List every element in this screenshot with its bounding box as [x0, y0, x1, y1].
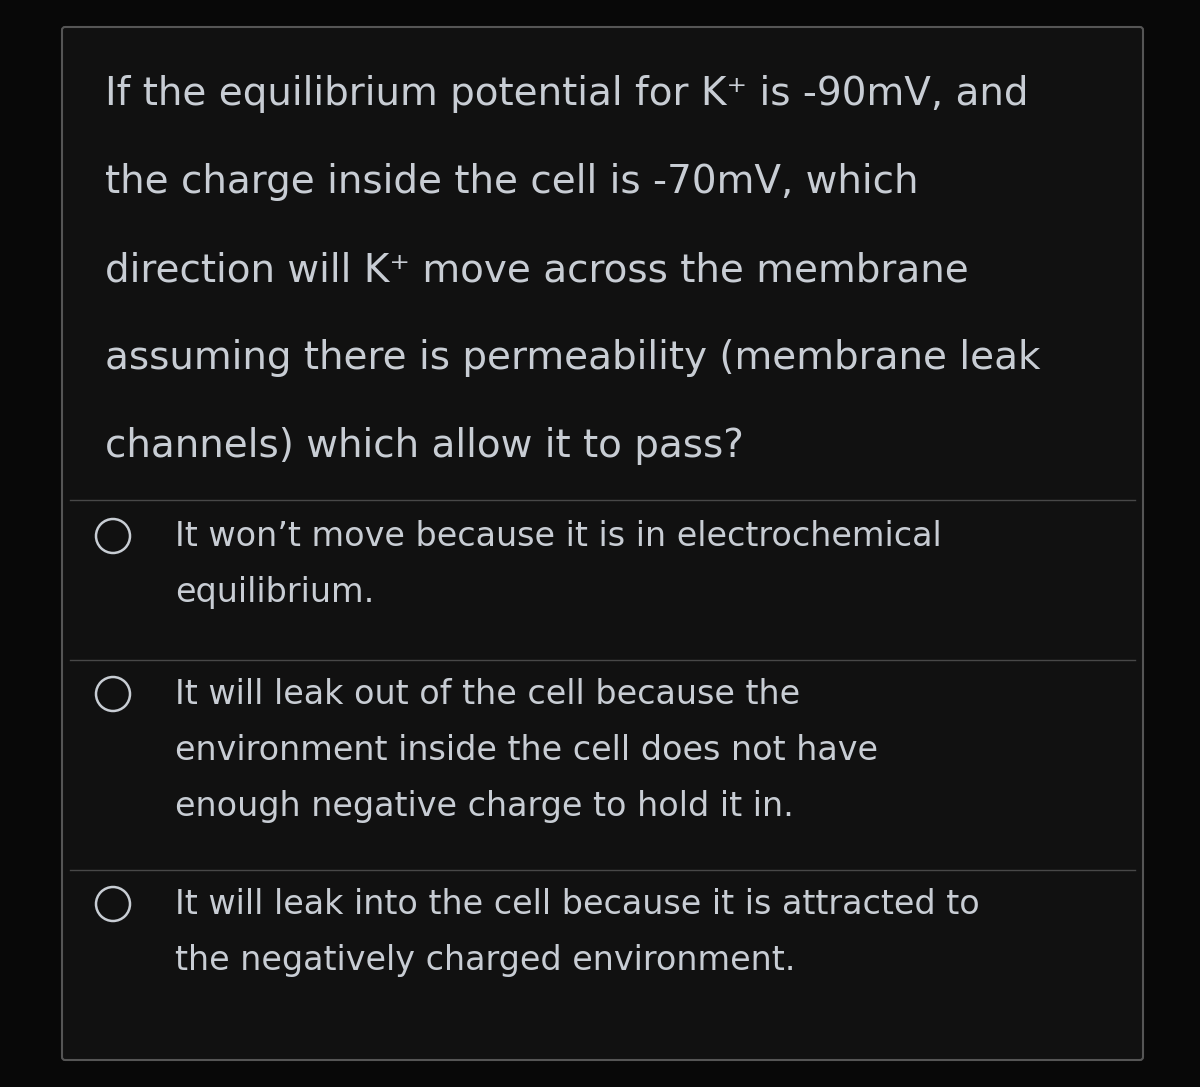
- FancyBboxPatch shape: [62, 27, 1142, 1060]
- Text: the charge inside the cell is -70mV, which: the charge inside the cell is -70mV, whi…: [106, 163, 918, 201]
- Text: assuming there is permeability (membrane leak: assuming there is permeability (membrane…: [106, 339, 1040, 377]
- Text: equilibrium.: equilibrium.: [175, 576, 374, 609]
- Text: It will leak out of the cell because the: It will leak out of the cell because the: [175, 678, 800, 711]
- Text: enough negative charge to hold it in.: enough negative charge to hold it in.: [175, 790, 794, 823]
- Text: It won’t move because it is in electrochemical: It won’t move because it is in electroch…: [175, 520, 942, 553]
- Text: If the equilibrium potential for K⁺ is -90mV, and: If the equilibrium potential for K⁺ is -…: [106, 75, 1028, 113]
- Text: channels) which allow it to pass?: channels) which allow it to pass?: [106, 427, 744, 465]
- Text: direction will K⁺ move across the membrane: direction will K⁺ move across the membra…: [106, 251, 968, 289]
- Text: the negatively charged environment.: the negatively charged environment.: [175, 944, 796, 977]
- Text: environment inside the cell does not have: environment inside the cell does not hav…: [175, 734, 878, 767]
- Text: It will leak into the cell because it is attracted to: It will leak into the cell because it is…: [175, 888, 979, 921]
